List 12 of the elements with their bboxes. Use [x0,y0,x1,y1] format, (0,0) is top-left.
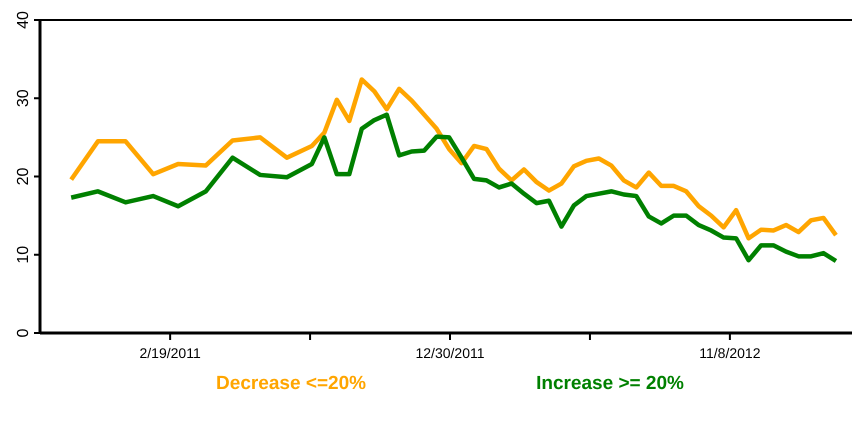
y-tick-label: 30 [15,89,32,108]
y-tick-label: 40 [15,11,32,29]
text: Increase >= 20% [536,373,684,395]
y-tick-label: 0 [15,328,32,338]
x-tick-label: 12/30/2011 [415,345,485,361]
y-tick-label: 10 [15,246,32,264]
x-tick-label: 11/8/2012 [699,345,761,361]
line-series [68,112,838,264]
y-tick-label: 20 [15,168,32,186]
text: Decrease <=20% [216,373,366,395]
line-series [68,77,838,241]
x-tick-label: 2/19/2011 [140,345,201,361]
